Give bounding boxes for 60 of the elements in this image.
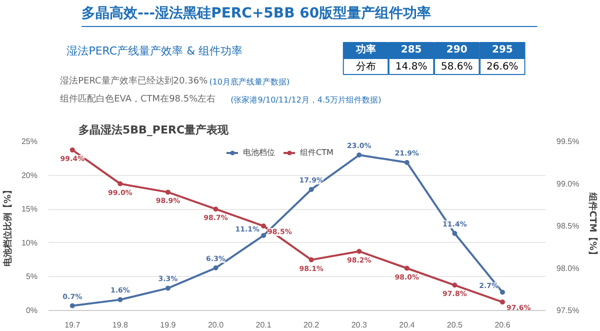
y-tick-label: 15%	[21, 204, 38, 214]
text: 组件匹配白色EVA，CTM在98.5%左右	[60, 94, 216, 104]
x-tick-label: 20.1	[256, 320, 272, 330]
y-axis-title: 电池档位比例【%】	[2, 185, 14, 267]
y2-tick-label: 97.5%	[556, 306, 580, 315]
y-tick-label: 0%	[26, 306, 38, 315]
point	[356, 248, 362, 254]
text: 58.6%	[440, 62, 473, 72]
point	[308, 187, 314, 192]
text: 14.8%	[395, 62, 428, 72]
point	[213, 265, 218, 270]
y2-axis-title: 组件CTM【%】	[587, 192, 598, 260]
text: 湿法PERC产线量产效率 & 组件功率	[66, 44, 243, 58]
chart-subtitle: 多晶湿法5BB_PERC量产表现	[78, 124, 230, 136]
text: 湿法PERC量产效率已经达到20.36%	[60, 76, 208, 86]
y2-tick-label: 99.0%	[556, 179, 580, 188]
legend-label: 电池档位	[243, 147, 275, 158]
text: 290	[446, 44, 468, 56]
y-tick-label: 20%	[21, 170, 38, 180]
y-tick-label: 10%	[21, 238, 38, 248]
text: 295	[492, 44, 513, 56]
text: 功率	[354, 44, 376, 56]
point	[70, 147, 75, 152]
text: 分布	[356, 60, 376, 72]
x-tick-label: 20.6	[494, 320, 511, 330]
x-tick-label: 19.9	[160, 320, 176, 330]
y2-tick-label: 99.5%	[556, 137, 580, 146]
point	[500, 290, 505, 295]
y-tick-label: 25%	[21, 137, 38, 146]
text: 26.6%	[486, 62, 518, 72]
text: 285	[400, 44, 422, 56]
x-tick-label: 19.7	[64, 320, 81, 330]
x-tick-label: 20.5	[446, 320, 464, 330]
text: (10月底产线量产数据)	[209, 78, 290, 86]
x-tick-label: 20.4	[399, 320, 416, 330]
y2-tick-label: 98.0%	[556, 264, 580, 273]
point	[70, 303, 75, 308]
chart-title: 多晶高效---湿法黑硅PERC+5BB 60版型量产组件功率	[82, 4, 432, 22]
text: (张家港9/10/11/12月，4.5万片组件数据)	[230, 96, 382, 104]
point	[165, 286, 170, 291]
point	[261, 224, 266, 228]
y2-tick-label: 98.5%	[556, 222, 580, 230]
point	[165, 190, 170, 195]
point	[261, 232, 266, 238]
y-tick-label: 5%	[26, 272, 38, 282]
point	[452, 230, 458, 236]
x-tick-label: 20.2	[304, 320, 320, 330]
legend-label: 组件CTM	[300, 147, 334, 158]
point	[500, 300, 505, 305]
x-tick-label: 20.0	[208, 320, 224, 330]
point	[404, 160, 410, 165]
x-tick-label: 20.3	[351, 320, 368, 330]
point	[308, 257, 314, 262]
point	[452, 282, 458, 288]
point	[404, 266, 410, 271]
point	[118, 297, 123, 302]
point	[118, 181, 123, 186]
point	[356, 152, 362, 158]
x-tick-label: 19.8	[112, 320, 129, 330]
point	[213, 206, 218, 212]
